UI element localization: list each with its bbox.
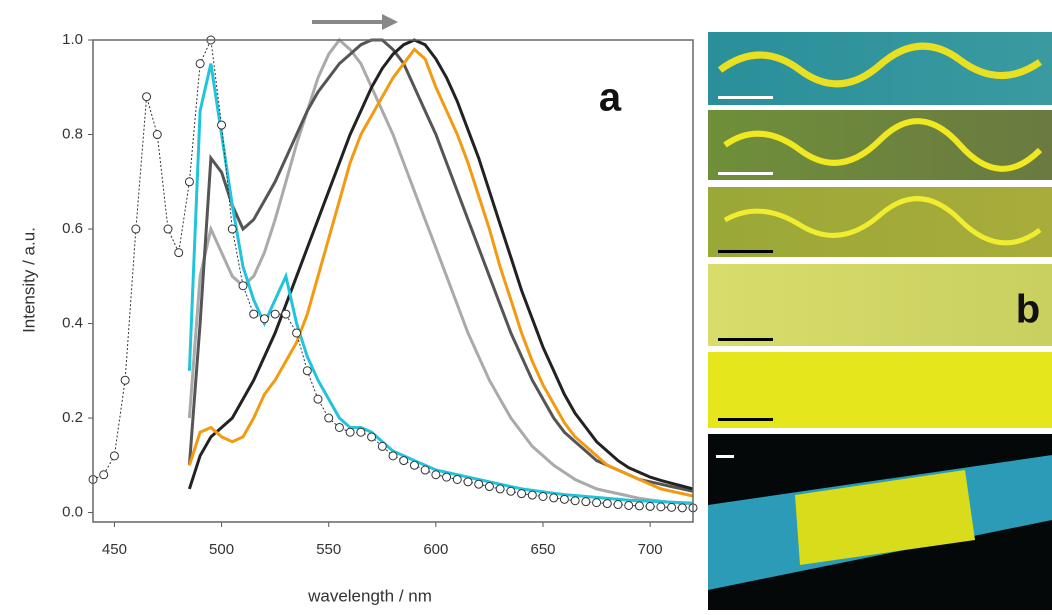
data-point [281, 309, 291, 319]
x-tick-label: 450 [102, 541, 127, 558]
data-point [559, 494, 569, 504]
data-point [677, 503, 687, 513]
data-point [527, 490, 537, 500]
plot-frame [92, 39, 694, 523]
data-point [163, 224, 173, 234]
data-point [645, 501, 655, 511]
data-point [367, 432, 377, 442]
data-point [634, 501, 644, 511]
micrograph [708, 352, 1052, 428]
data-point [442, 472, 452, 482]
data-point [131, 224, 141, 234]
data-point [399, 456, 409, 466]
data-point [431, 470, 441, 480]
scale-bar [718, 250, 773, 253]
data-point [184, 177, 194, 187]
data-point [420, 465, 430, 475]
data-point [474, 479, 484, 489]
data-point [463, 477, 473, 487]
series-line [187, 47, 694, 498]
micrograph-feature [795, 470, 975, 565]
data-point [120, 375, 130, 385]
data-point [388, 451, 398, 461]
data-point [624, 500, 634, 510]
y-tick-label: 0.8 [62, 125, 83, 142]
data-point [292, 328, 302, 338]
scale-bar [718, 338, 773, 341]
data-point [592, 498, 602, 508]
micrograph-feature [717, 42, 1043, 88]
arrow-head [382, 14, 398, 30]
micrograph-feature [723, 118, 1043, 172]
data-point [109, 451, 119, 461]
data-point [313, 394, 323, 404]
x-tick-label: 550 [316, 541, 341, 558]
data-point [238, 281, 248, 291]
y-axis-label: Intensity / a.u. [19, 227, 38, 333]
data-point [667, 502, 677, 512]
data-point [227, 224, 237, 234]
data-point [345, 427, 355, 437]
data-point [302, 366, 312, 376]
data-point [538, 491, 548, 501]
y-tick-label: 0.6 [62, 220, 83, 237]
data-point [270, 309, 280, 319]
data-point [484, 482, 494, 492]
x-tick-label: 650 [530, 541, 555, 558]
data-point [549, 493, 559, 503]
y-tick-label: 1.0 [62, 31, 83, 48]
data-point [613, 500, 623, 510]
data-point [259, 314, 269, 324]
x-tick-label: 700 [638, 541, 663, 558]
micrographs: b [708, 32, 1052, 610]
micrograph [708, 264, 1052, 346]
data-point [334, 422, 344, 432]
data-point [570, 496, 580, 506]
scale-bar [716, 455, 734, 458]
y-tick-label: 0.2 [62, 409, 83, 426]
series-line [187, 63, 694, 505]
data-point [142, 92, 152, 102]
data-point [324, 413, 334, 423]
series-line [187, 38, 694, 491]
data-point [217, 120, 227, 130]
scale-bar [718, 172, 773, 175]
scale-bar [718, 418, 773, 421]
x-tick-label: 500 [209, 541, 234, 558]
panel-label: a [599, 76, 622, 120]
data-point [495, 484, 505, 494]
y-tick-label: 0.4 [62, 314, 83, 331]
data-point [174, 248, 184, 258]
data-point [152, 130, 162, 140]
data-point [656, 502, 666, 512]
data-point [356, 427, 366, 437]
data-point [452, 474, 462, 484]
micrograph-feature [723, 196, 1042, 246]
data-point [377, 441, 387, 451]
data-point [517, 489, 527, 499]
x-axis-label: wavelength / nm [307, 586, 432, 605]
data-point [249, 309, 259, 319]
micrograph [708, 187, 1052, 257]
data-point [99, 470, 109, 480]
panel-label: b [1016, 288, 1040, 332]
x-tick-label: 600 [423, 541, 448, 558]
scale-bar [718, 96, 773, 99]
data-point [506, 486, 516, 496]
series-line [187, 37, 694, 506]
data-point [602, 499, 612, 509]
data-point [409, 460, 419, 470]
data-point [581, 497, 591, 507]
y-tick-label: 0.0 [62, 504, 83, 521]
data-point [195, 59, 205, 69]
